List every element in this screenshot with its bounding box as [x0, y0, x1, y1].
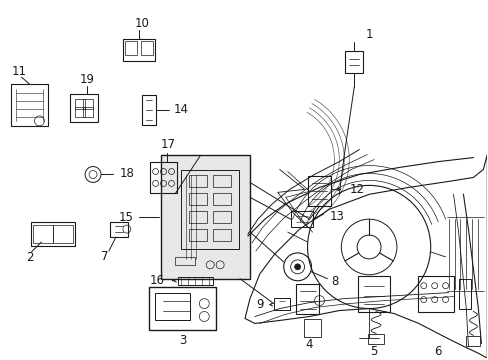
Bar	[83, 99, 93, 109]
Text: 15: 15	[119, 211, 134, 224]
Bar	[178, 277, 212, 285]
Text: 3: 3	[179, 334, 186, 347]
Text: 9: 9	[256, 298, 264, 311]
Bar	[11, 84, 48, 126]
Circle shape	[294, 264, 300, 270]
Bar	[459, 279, 470, 309]
Bar	[213, 175, 231, 188]
Bar	[149, 162, 177, 193]
Bar	[417, 276, 452, 311]
Text: 8: 8	[331, 275, 338, 288]
Bar	[124, 41, 137, 55]
Text: 13: 13	[329, 210, 344, 223]
Text: 7: 7	[101, 251, 108, 264]
Bar	[31, 222, 75, 246]
Bar	[273, 298, 289, 310]
Text: 17: 17	[161, 138, 176, 151]
Bar	[303, 319, 321, 337]
Bar	[358, 276, 389, 311]
Text: 4: 4	[305, 338, 313, 351]
Bar	[290, 211, 312, 227]
Bar	[189, 175, 207, 188]
Text: 18: 18	[120, 167, 135, 180]
Text: 10: 10	[134, 17, 149, 30]
Text: 16: 16	[149, 274, 164, 287]
Bar	[307, 176, 331, 206]
Bar	[213, 193, 231, 205]
Bar	[148, 287, 216, 330]
Text: 19: 19	[80, 73, 94, 86]
Bar	[70, 94, 98, 122]
Bar	[75, 107, 85, 117]
Bar	[213, 211, 231, 223]
Bar	[189, 193, 207, 205]
Bar	[213, 229, 231, 241]
Bar	[175, 257, 195, 265]
Bar	[189, 229, 207, 241]
Text: 12: 12	[348, 183, 364, 196]
Bar	[160, 155, 249, 279]
Text: 11: 11	[12, 65, 27, 78]
Bar	[122, 40, 154, 61]
Bar	[181, 170, 239, 249]
Bar	[295, 284, 319, 314]
Bar	[189, 211, 207, 223]
Bar	[466, 336, 479, 346]
Text: 14: 14	[173, 103, 188, 116]
Text: 1: 1	[366, 28, 373, 41]
Bar	[142, 95, 155, 125]
Bar	[141, 41, 152, 55]
Bar	[53, 225, 73, 243]
Bar	[154, 293, 190, 320]
Text: 5: 5	[369, 345, 377, 358]
Bar	[33, 225, 53, 243]
Bar	[345, 51, 363, 73]
Bar	[110, 222, 127, 237]
Bar	[83, 107, 93, 117]
Bar	[75, 99, 85, 109]
Text: 6: 6	[433, 345, 441, 358]
Bar	[367, 334, 383, 344]
Text: 2: 2	[26, 251, 33, 264]
